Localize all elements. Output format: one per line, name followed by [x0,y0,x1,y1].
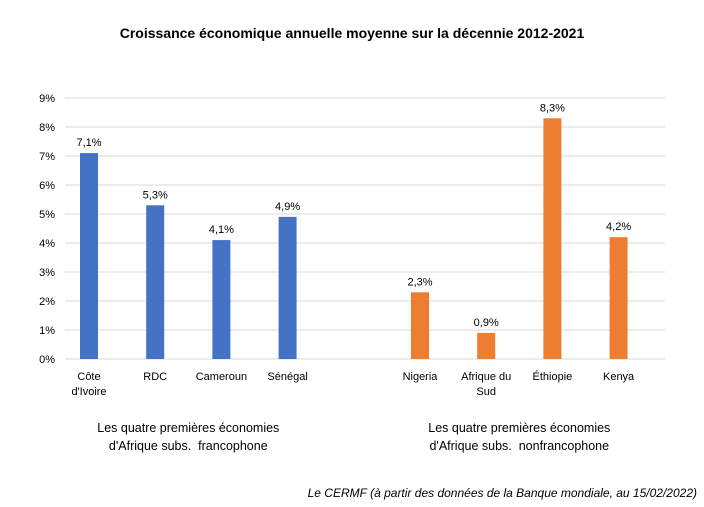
y-tick-label: 4% [39,238,55,250]
x-tick-label: RDC [143,371,167,383]
data-label: 7,1% [76,137,101,149]
y-tick-label: 8% [39,122,55,134]
group-label: d'Afrique subs. nonfrancophone [429,439,609,453]
bar [609,237,628,359]
data-label: 4,2% [606,221,631,233]
bar [80,153,98,359]
x-tick-label: d'Ivoire [71,386,106,398]
x-tick-label: Cameroun [196,371,247,383]
x-tick-label: Afrique du [461,371,511,383]
group-label: d'Afrique subs. francophone [109,439,268,453]
bar [278,216,297,359]
data-label: 2,3% [407,276,432,288]
x-tick-label: Côte [77,371,100,383]
y-tick-label: 7% [39,151,55,163]
bar [411,292,429,359]
x-tick-label: Sénégal [267,371,307,383]
y-tick-label: 3% [39,267,55,279]
bar [146,205,165,359]
y-tick-label: 0% [39,354,55,366]
y-tick-label: 1% [39,325,55,337]
bar [212,240,231,359]
bar [543,118,562,359]
source-note: Le CERMF (à partir des données de la Ban… [308,486,697,500]
data-label: 4,1% [209,224,234,236]
y-tick-label: 9% [39,93,55,105]
x-tick-label: Sud [476,386,496,398]
y-tick-label: 6% [39,180,55,192]
group-label: Les quatre premières économies [97,421,279,435]
y-tick-label: 2% [39,296,55,308]
bar [477,332,496,359]
data-label: 8,3% [540,102,565,114]
group-label: Les quatre premières économies [428,421,610,435]
data-label: 0,9% [474,317,499,329]
data-label: 4,9% [275,201,300,213]
x-tick-label: Kenya [603,371,635,383]
x-tick-label: Nigeria [403,371,439,383]
y-tick-label: 5% [39,209,55,221]
x-tick-label: Éthiopie [533,370,573,383]
data-label: 5,3% [143,189,168,201]
chart-title: Croissance économique annuelle moyenne s… [120,25,585,41]
